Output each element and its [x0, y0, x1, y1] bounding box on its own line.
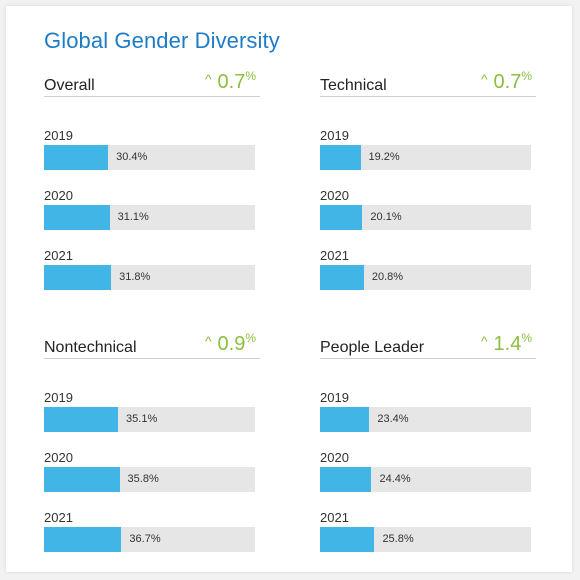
bar-row: 2021 36.7% — [44, 510, 260, 556]
chart-panel: Technical ^ 0.7% 2019 19.2% 2020 20.1% 2021 20.8… — [320, 66, 536, 296]
caret-up-icon: ^ — [480, 333, 488, 349]
year-label: 2021 — [320, 510, 349, 525]
change-indicator: ^ 1.4% — [480, 331, 532, 356]
bar-track: 36.7% — [44, 527, 255, 552]
bar-row: 2021 20.8% — [320, 248, 536, 294]
change-indicator: ^ 0.7% — [480, 69, 532, 94]
bar — [44, 527, 122, 552]
bar — [44, 407, 119, 432]
bar-track: 31.8% — [44, 265, 255, 290]
bar-value-label: 24.4% — [379, 473, 411, 485]
bar — [44, 467, 120, 492]
bar-row: 2019 23.4% — [320, 390, 536, 436]
bar-row: 2019 19.2% — [320, 128, 536, 174]
panel-header: People Leader ^ 1.4% — [320, 328, 536, 359]
change-value: 0.9 — [217, 333, 246, 355]
year-label: 2019 — [320, 128, 349, 143]
bar-value-label: 35.8% — [127, 473, 159, 485]
bar-row: 2019 30.4% — [44, 128, 260, 174]
panel-title: Technical — [320, 77, 387, 94]
panel-title: Nontechnical — [44, 339, 137, 356]
chart-title: Global Gender Diversity — [44, 28, 280, 53]
bar — [44, 265, 112, 290]
bar — [320, 145, 361, 170]
bar — [320, 205, 363, 230]
caret-up-icon: ^ — [480, 71, 488, 87]
panel-header: Nontechnical ^ 0.9% — [44, 328, 260, 359]
bar — [44, 145, 109, 170]
panel-title: People Leader — [320, 339, 425, 356]
percent-sign: % — [521, 69, 532, 83]
year-label: 2020 — [320, 188, 349, 203]
year-label: 2019 — [44, 128, 73, 143]
bar-track: 19.2% — [320, 145, 531, 170]
bar-value-label: 25.8% — [382, 533, 414, 545]
bar — [320, 407, 370, 432]
caret-up-icon: ^ — [204, 71, 212, 87]
bar-value-label: 31.1% — [117, 211, 149, 223]
percent-sign: % — [245, 69, 256, 83]
bar-row: 2020 20.1% — [320, 188, 536, 234]
bar — [320, 527, 375, 552]
bar — [320, 467, 372, 492]
change-indicator: ^ 0.7% — [204, 69, 256, 94]
percent-sign: % — [521, 331, 532, 345]
bar — [44, 205, 110, 230]
bar-row: 2021 31.8% — [44, 248, 260, 294]
percent-sign: % — [245, 331, 256, 345]
bar — [320, 265, 364, 290]
bar-value-label: 31.8% — [119, 271, 151, 283]
year-label: 2020 — [44, 450, 73, 465]
panel-title: Overall — [44, 77, 95, 94]
bar-row: 2020 31.1% — [44, 188, 260, 234]
change-indicator: ^ 0.9% — [204, 331, 256, 356]
bar-track: 25.8% — [320, 527, 531, 552]
bar-track: 30.4% — [44, 145, 255, 170]
year-label: 2021 — [44, 248, 73, 263]
bar-value-label: 36.7% — [129, 533, 161, 545]
caret-up-icon: ^ — [204, 333, 212, 349]
chart-panel: People Leader ^ 1.4% 2019 23.4% 2020 24.4% 2021… — [320, 328, 536, 558]
year-label: 2020 — [320, 450, 349, 465]
bar-track: 20.1% — [320, 205, 531, 230]
chart-card: Global Gender Diversity Overall ^ 0.7% 2019… — [6, 6, 572, 572]
bar-track: 23.4% — [320, 407, 531, 432]
bar-value-label: 20.1% — [370, 211, 402, 223]
bar-value-label: 23.4% — [377, 413, 409, 425]
chart-panel: Nontechnical ^ 0.9% 2019 35.1% 2020 35.8% 2021 3… — [44, 328, 260, 558]
bar-row: 2019 35.1% — [44, 390, 260, 436]
panel-header: Overall ^ 0.7% — [44, 66, 260, 97]
change-value: 1.4 — [493, 333, 522, 355]
bar-row: 2020 24.4% — [320, 450, 536, 496]
chart-panel: Overall ^ 0.7% 2019 30.4% 2020 31.1% 2021 31.8% — [44, 66, 260, 296]
bar-value-label: 30.4% — [116, 151, 148, 163]
bar-track: 24.4% — [320, 467, 531, 492]
year-label: 2019 — [320, 390, 349, 405]
bar-track: 35.8% — [44, 467, 255, 492]
bar-row: 2020 35.8% — [44, 450, 260, 496]
bar-row: 2021 25.8% — [320, 510, 536, 556]
year-label: 2021 — [44, 510, 73, 525]
bar-value-label: 20.8% — [371, 271, 404, 283]
bar-track: 20.8% — [320, 265, 531, 290]
change-value: 0.7 — [493, 71, 522, 93]
bar-value-label: 35.1% — [126, 413, 158, 425]
year-label: 2019 — [44, 390, 73, 405]
bar-track: 35.1% — [44, 407, 255, 432]
panel-header: Technical ^ 0.7% — [320, 66, 536, 97]
bar-track: 31.1% — [44, 205, 255, 230]
year-label: 2020 — [44, 188, 73, 203]
bar-value-label: 19.2% — [368, 151, 400, 163]
year-label: 2021 — [320, 248, 349, 263]
change-value: 0.7 — [217, 71, 246, 93]
